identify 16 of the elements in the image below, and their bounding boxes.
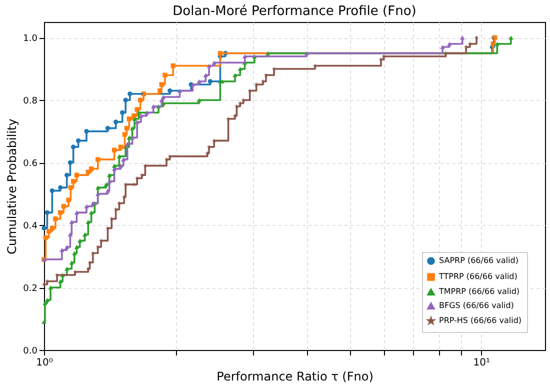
legend-label: SAPRP (66/66 valid) bbox=[439, 256, 518, 265]
legend-label: PRP-HS (66/66 valid) bbox=[439, 316, 522, 325]
y-tick-label: 0.6 bbox=[23, 159, 38, 170]
y-tick-label: 0.2 bbox=[23, 284, 38, 294]
y-tick-label: 0.8 bbox=[23, 96, 38, 107]
chart-title: Dolan-Moré Performance Profile (Fno) bbox=[172, 4, 416, 19]
x-axis-title: Performance Ratio τ (Fno) bbox=[216, 370, 374, 384]
legend-label: TMPRP (66/66 valid) bbox=[438, 287, 520, 296]
x-tick-label: 10¹ bbox=[473, 358, 490, 368]
y-tick-label: 0.4 bbox=[23, 222, 38, 232]
y-axis-title: Cumulative Probability bbox=[5, 118, 20, 254]
y-tick-label: 1.0 bbox=[23, 34, 38, 44]
legend-label: TTPRP (66/66 valid) bbox=[438, 272, 518, 281]
y-tick-label: 0.0 bbox=[23, 346, 38, 356]
legend-label: BFGS (66/66 valid) bbox=[439, 301, 514, 310]
x-tick-label: 10⁰ bbox=[36, 358, 53, 368]
